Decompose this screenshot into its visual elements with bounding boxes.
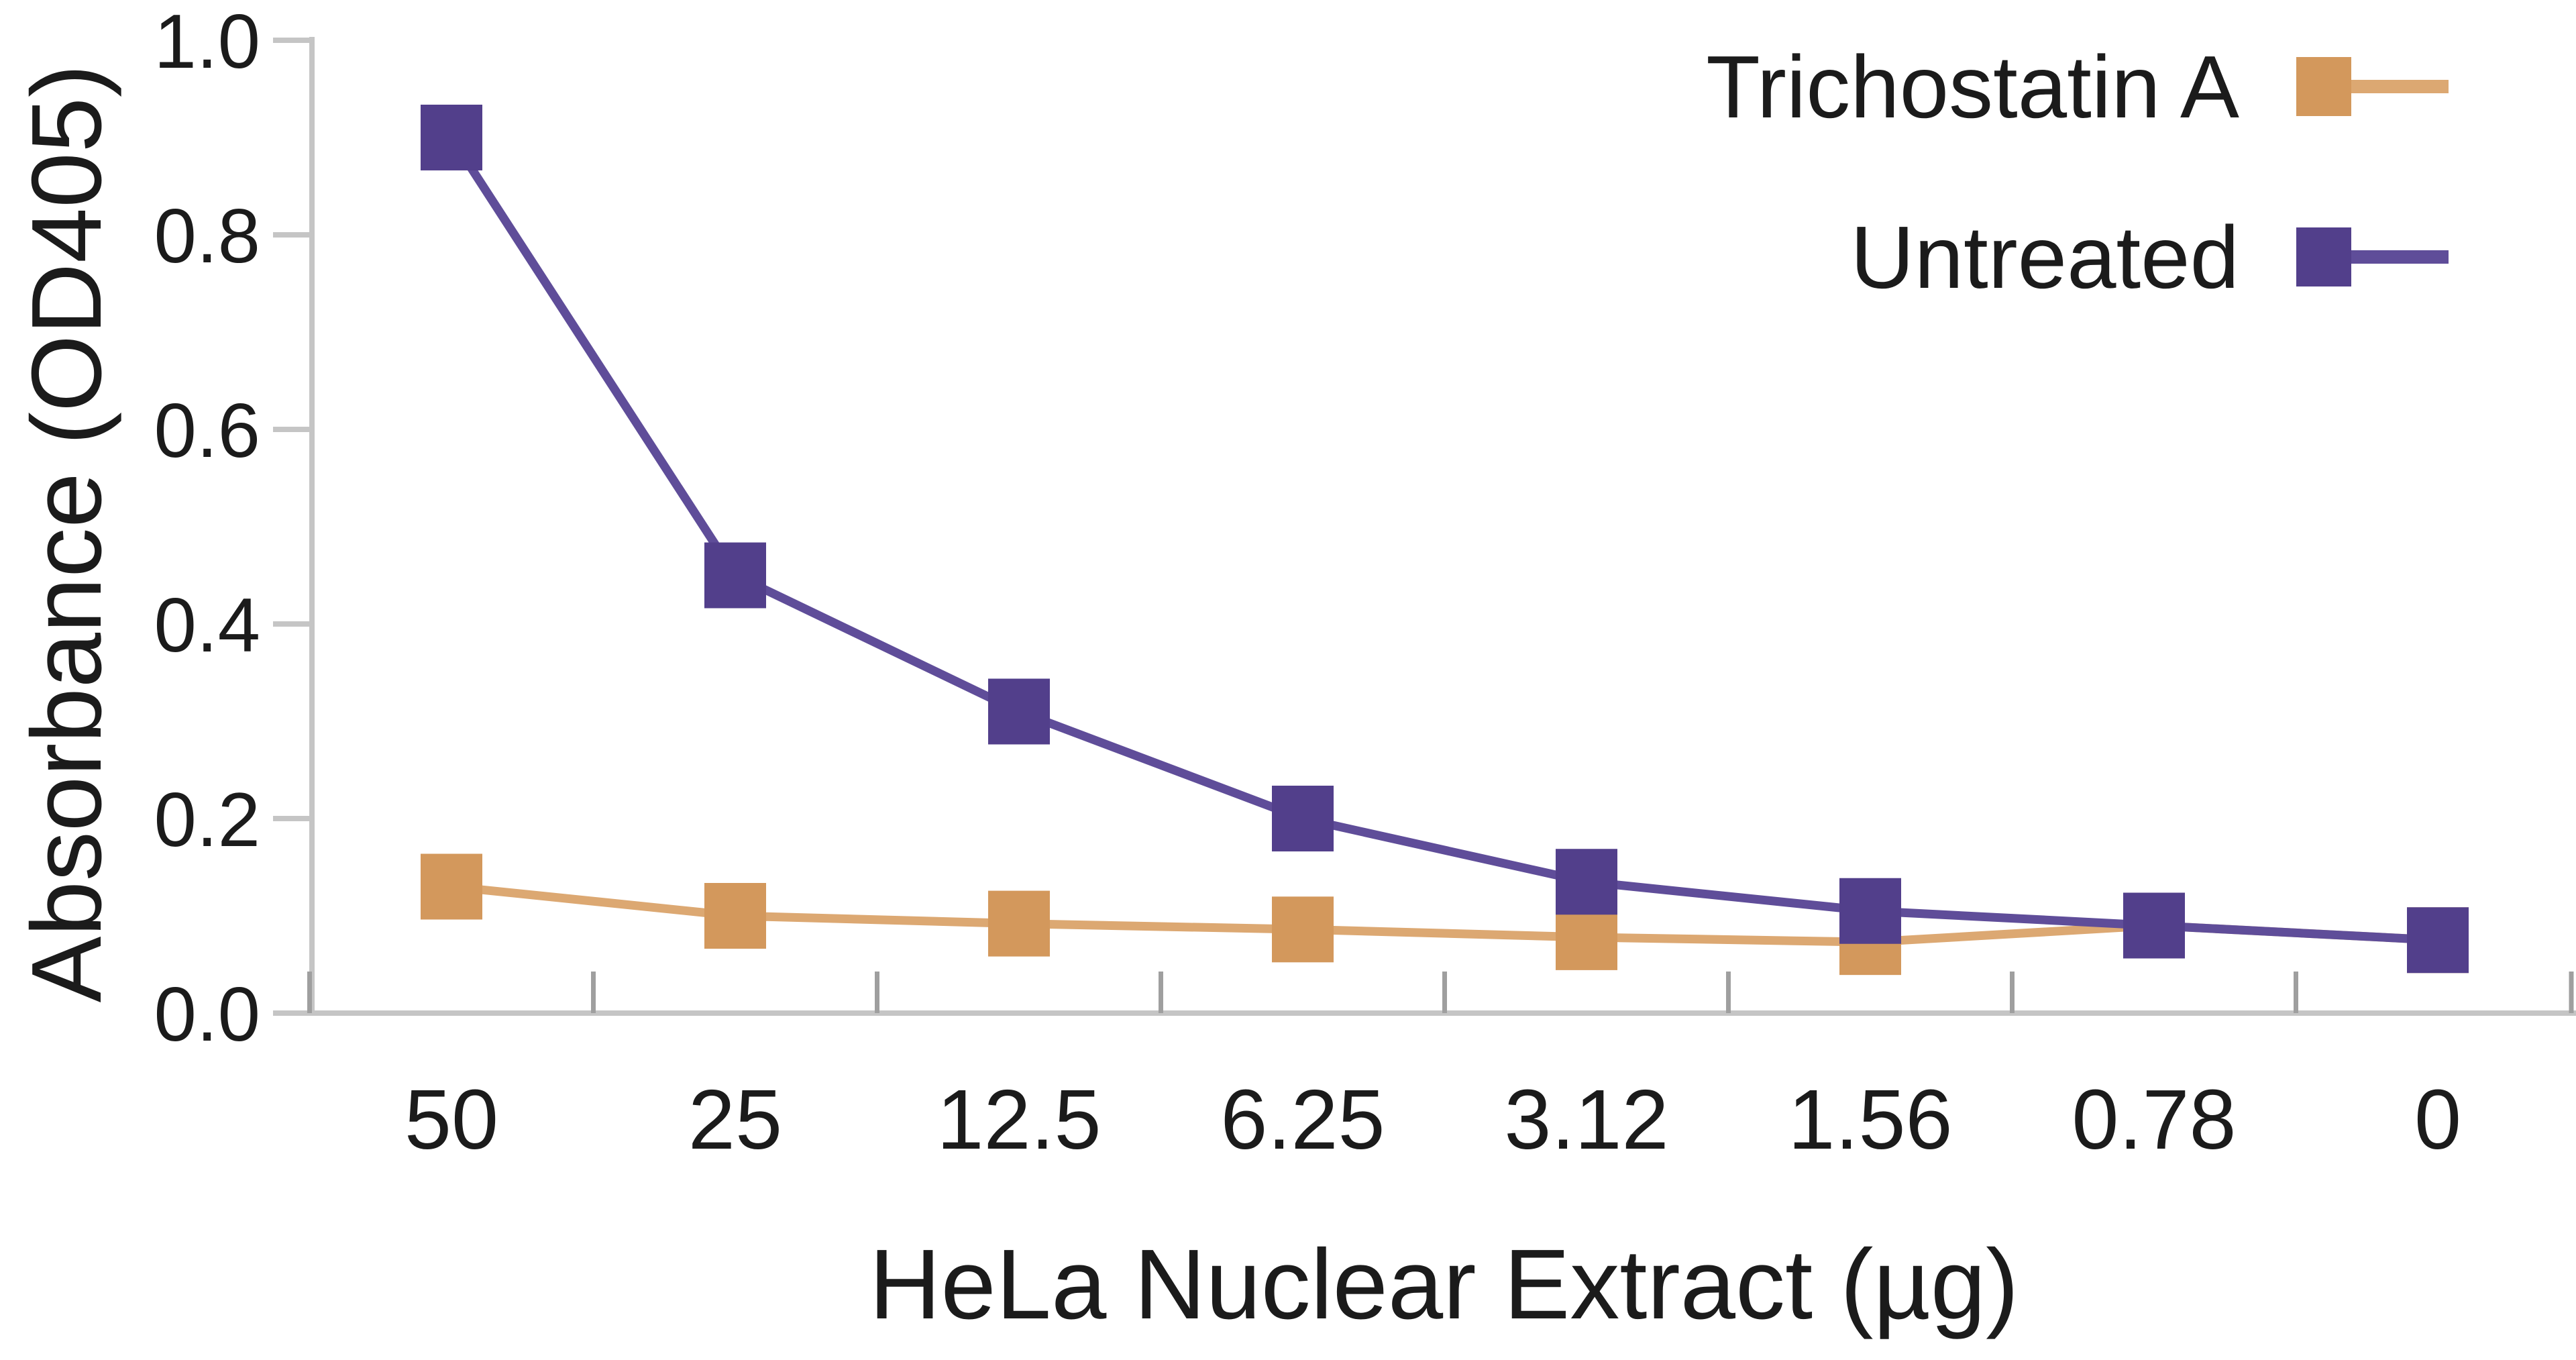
x-tick-label: 50 [405,1072,498,1167]
y-tick [273,816,312,821]
y-tick-label: 1.0 [154,0,260,85]
y-tick-label: 0.4 [154,583,260,668]
x-tick [875,972,879,1013]
x-tick [2294,972,2298,1013]
legend-line-sample [2351,250,2449,264]
legend-label-untreated: Untreated [1850,207,2239,307]
series-line-untreated [447,135,2438,945]
legend-line-sample [2351,80,2449,93]
data-point-marker-trichostatin-a [988,890,1050,957]
legend-marker-untreated [2296,227,2449,286]
x-tick [2010,972,2015,1013]
legend: Trichostatin A Untreated [1706,19,2449,325]
x-tick [1726,972,1731,1013]
y-tick [273,232,312,238]
x-tick-label: 0 [2414,1072,2461,1167]
legend-label-trichostatin-a: Trichostatin A [1706,37,2239,136]
y-axis-line [309,37,315,1016]
x-tick-label: 12.5 [936,1072,1101,1167]
x-tick [2569,972,2574,1013]
legend-marker-trichostatin-a [2296,57,2449,116]
x-tick-label: 25 [688,1072,782,1167]
x-tick [591,972,596,1013]
y-tick-label: 0.0 [154,972,260,1057]
data-point-marker-trichostatin-a [421,853,482,920]
x-tick-label: 6.25 [1220,1072,1385,1167]
legend-item-trichostatin-a: Trichostatin A [1706,19,2449,154]
series-line-trichostatin-a [451,882,2438,947]
legend-item-untreated: Untreated [1706,189,2449,325]
data-point-marker-untreated [1272,786,1334,851]
y-tick [273,427,312,432]
y-tick-label: 0.6 [154,388,260,474]
x-tick-label: 1.56 [1788,1072,1952,1167]
data-point-marker-untreated [421,105,482,170]
data-point-marker-trichostatin-a [704,883,766,949]
data-point-marker-untreated [2123,892,2185,959]
data-point-marker-untreated [1839,878,1901,944]
x-tick-label: 0.78 [2072,1072,2236,1167]
y-tick [273,38,312,43]
square-marker-icon [2296,227,2351,286]
y-tick [273,1010,312,1016]
x-tick [307,972,312,1013]
x-tick [1159,972,1163,1013]
square-marker-icon [2296,57,2351,116]
y-tick-label: 0.2 [154,778,260,863]
y-tick [273,621,312,627]
data-point-marker-untreated [2407,907,2469,974]
x-tick [1442,972,1447,1013]
data-point-marker-untreated [988,678,1050,745]
data-point-marker-untreated [704,542,766,609]
data-point-marker-trichostatin-a [1556,904,1617,970]
y-axis-title: Absorbance (OD405) [11,64,122,1003]
x-tick-label: 3.12 [1504,1072,1668,1167]
y-tick-label: 0.8 [154,194,260,279]
data-point-marker-trichostatin-a [1272,896,1334,963]
x-axis-title: HeLa Nuclear Extract (µg) [869,1229,2019,1340]
data-point-marker-untreated [1556,849,1617,915]
